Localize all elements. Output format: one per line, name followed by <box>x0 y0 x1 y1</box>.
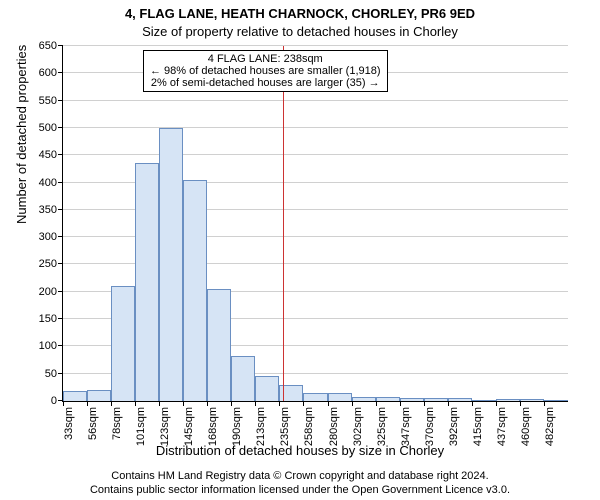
xtick-mark <box>207 401 208 406</box>
ytick-label: 550 <box>39 95 57 107</box>
annotation-line: 2% of semi-detached houses are larger (3… <box>150 77 381 89</box>
xtick-mark <box>448 401 449 406</box>
plot-area: 0501001502002503003504004505005506006503… <box>62 46 568 402</box>
histogram-bar <box>303 393 327 401</box>
histogram-bar <box>424 398 448 401</box>
xtick-label: 370sqm <box>424 407 436 446</box>
xtick-label: 347sqm <box>400 407 412 446</box>
histogram-bar <box>159 128 183 401</box>
marker-line <box>283 46 284 401</box>
xtick-mark <box>231 401 232 406</box>
xtick-label: 190sqm <box>231 407 243 446</box>
histogram-bar <box>207 289 231 401</box>
ytick-label: 150 <box>39 313 57 325</box>
ytick-label: 650 <box>39 40 57 52</box>
xtick-mark <box>255 401 256 406</box>
xtick-label: 168sqm <box>207 407 219 446</box>
xtick-label: 325sqm <box>376 407 388 446</box>
histogram-bar <box>544 400 568 401</box>
xtick-mark <box>303 401 304 406</box>
xtick-mark <box>87 401 88 406</box>
annotation-line: ← 98% of detached houses are smaller (1,… <box>150 65 381 77</box>
ytick-label: 250 <box>39 258 57 270</box>
ytick-label: 600 <box>39 67 57 79</box>
footer-line2: Contains public sector information licen… <box>0 484 600 496</box>
xtick-mark <box>496 401 497 406</box>
histogram-bar <box>135 163 159 401</box>
ytick-label: 450 <box>39 149 57 161</box>
xtick-label: 415sqm <box>472 407 484 446</box>
xtick-mark <box>376 401 377 406</box>
xtick-label: 460sqm <box>520 407 532 446</box>
xtick-mark <box>424 401 425 406</box>
annotation-box: 4 FLAG LANE: 238sqm← 98% of detached hou… <box>143 50 388 92</box>
histogram-bar <box>231 356 255 401</box>
x-axis-label: Distribution of detached houses by size … <box>0 443 600 458</box>
xtick-label: 437sqm <box>496 407 508 446</box>
xtick-label: 213sqm <box>255 407 267 446</box>
histogram-bar <box>255 376 279 401</box>
ytick-label: 200 <box>39 286 57 298</box>
xtick-label: 123sqm <box>159 407 171 446</box>
xtick-label: 78sqm <box>111 407 123 440</box>
histogram-bar <box>63 391 87 401</box>
xtick-label: 235sqm <box>279 407 291 446</box>
histogram-bar <box>472 400 496 401</box>
xtick-label: 482sqm <box>544 407 556 446</box>
xtick-mark <box>400 401 401 406</box>
xtick-mark <box>472 401 473 406</box>
xtick-mark <box>183 401 184 406</box>
xtick-label: 280sqm <box>328 407 340 446</box>
chart-title-line2: Size of property relative to detached ho… <box>0 24 600 39</box>
xtick-label: 392sqm <box>448 407 460 446</box>
ytick-label: 500 <box>39 122 57 134</box>
histogram-bar <box>448 398 472 401</box>
histogram-bar <box>328 393 352 401</box>
histogram-bar <box>87 390 111 401</box>
ytick-label: 0 <box>51 395 57 407</box>
histogram-bar <box>352 397 376 401</box>
xtick-label: 56sqm <box>87 407 99 440</box>
y-axis-label: Number of detached properties <box>14 45 29 224</box>
histogram-bar <box>400 398 424 401</box>
xtick-mark <box>328 401 329 406</box>
histogram-bar <box>520 399 544 401</box>
xtick-label: 145sqm <box>183 407 195 446</box>
xtick-mark <box>63 401 64 406</box>
ytick-label: 300 <box>39 231 57 243</box>
ytick-label: 100 <box>39 340 57 352</box>
annotation-line: 4 FLAG LANE: 238sqm <box>150 53 381 65</box>
xtick-mark <box>544 401 545 406</box>
ytick-label: 400 <box>39 177 57 189</box>
histogram-bar <box>183 180 207 401</box>
xtick-mark <box>111 401 112 406</box>
xtick-label: 33sqm <box>63 407 75 440</box>
xtick-mark <box>520 401 521 406</box>
xtick-mark <box>279 401 280 406</box>
histogram-bar <box>111 286 135 401</box>
xtick-mark <box>135 401 136 406</box>
ytick-label: 350 <box>39 204 57 216</box>
histogram-bar <box>496 399 520 401</box>
xtick-label: 302sqm <box>352 407 364 446</box>
xtick-mark <box>352 401 353 406</box>
footer-line1: Contains HM Land Registry data © Crown c… <box>0 470 600 482</box>
ytick-label: 50 <box>45 368 57 380</box>
bars-container <box>63 46 568 401</box>
xtick-label: 101sqm <box>135 407 147 446</box>
xtick-label: 258sqm <box>303 407 315 446</box>
chart-title-line1: 4, FLAG LANE, HEATH CHARNOCK, CHORLEY, P… <box>0 6 600 21</box>
histogram-bar <box>376 397 400 401</box>
histogram-chart: 4, FLAG LANE, HEATH CHARNOCK, CHORLEY, P… <box>0 0 600 500</box>
xtick-mark <box>159 401 160 406</box>
